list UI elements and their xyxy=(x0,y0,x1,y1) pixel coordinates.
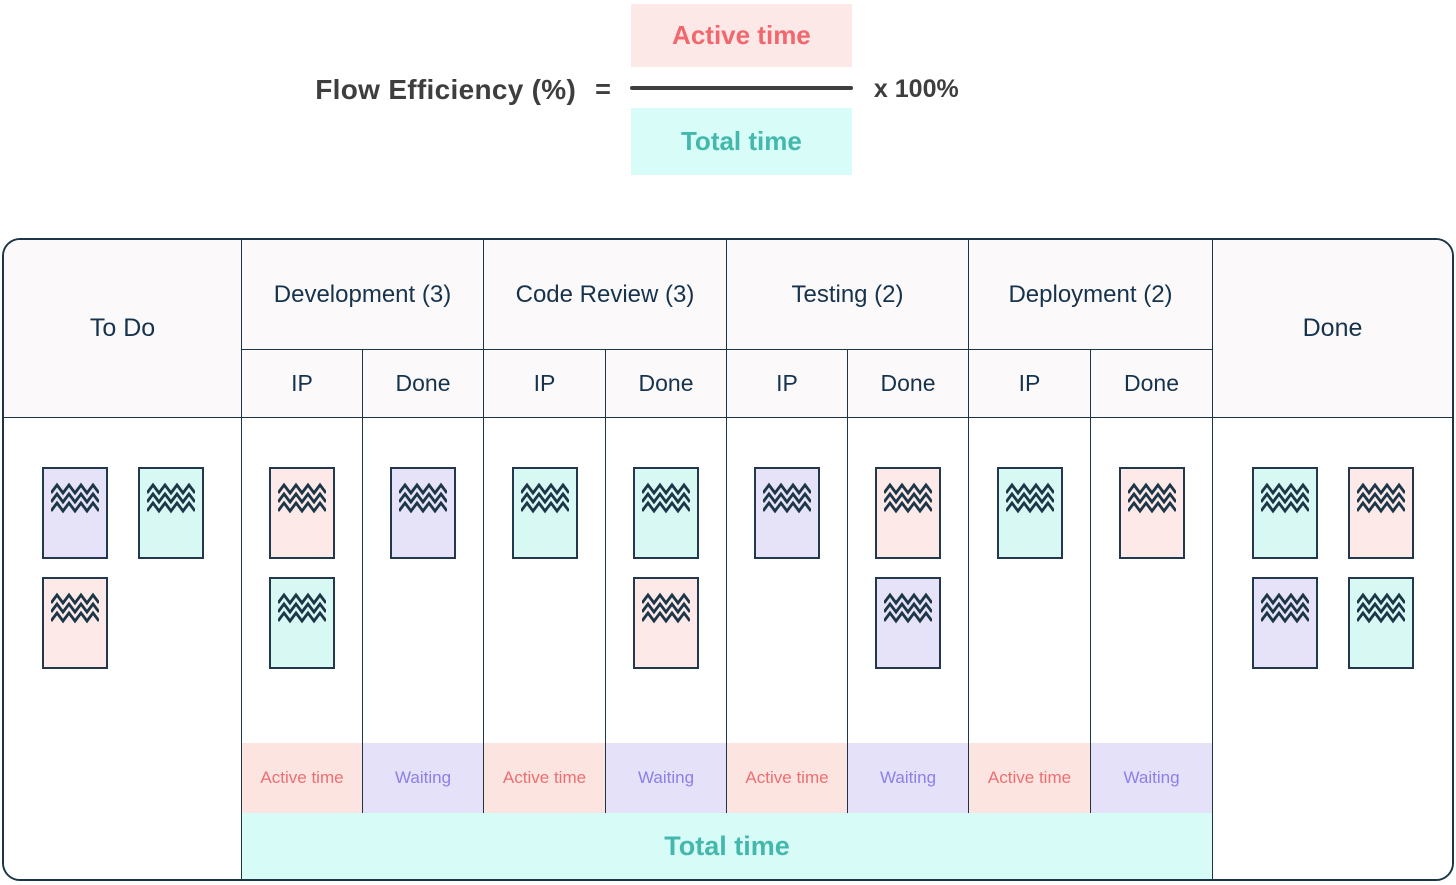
footer-spacer-done xyxy=(1213,743,1452,879)
task-card xyxy=(875,467,941,559)
card-squiggle-icon xyxy=(399,482,447,514)
card-cell-deployment-done xyxy=(1091,418,1213,743)
task-card xyxy=(41,577,108,669)
subheader-code-review-ip: IP xyxy=(484,350,606,418)
footer-label-active-time: Active time xyxy=(242,743,363,813)
card-squiggle-icon xyxy=(278,482,326,514)
task-card xyxy=(137,467,204,559)
task-card xyxy=(269,467,335,559)
card-squiggle-icon xyxy=(763,482,811,514)
task-card xyxy=(269,577,335,669)
formula-title: Flow Efficiency (%) xyxy=(315,73,577,105)
task-card xyxy=(633,577,699,669)
task-card xyxy=(996,467,1063,559)
task-card xyxy=(754,467,820,559)
card-cell-development-done xyxy=(363,418,484,743)
card-squiggle-icon xyxy=(642,592,690,624)
footer-label-active-time: Active time xyxy=(484,743,606,813)
task-card xyxy=(511,467,578,559)
flow-efficiency-formula: Flow Efficiency (%) = Active time Total … xyxy=(0,4,1456,175)
column-header-todo: To Do xyxy=(4,240,242,418)
card-squiggle-icon xyxy=(520,482,569,514)
card-squiggle-icon xyxy=(1005,482,1054,514)
subheader-testing-done: Done xyxy=(848,350,969,418)
footer-label-active-time: Active time xyxy=(727,743,848,813)
subheader-development-done: Done xyxy=(363,350,484,418)
subheader-code-review-done: Done xyxy=(606,350,727,418)
task-card xyxy=(1347,577,1414,669)
footer-spacer-todo xyxy=(4,743,242,879)
card-cell-development-ip xyxy=(242,418,363,743)
card-squiggle-icon xyxy=(884,482,932,514)
task-card xyxy=(1347,467,1414,559)
task-card xyxy=(1251,577,1318,669)
task-card xyxy=(875,577,941,669)
card-squiggle-icon xyxy=(50,482,99,514)
card-cell-todo xyxy=(4,418,242,743)
multiplier-label: x 100% xyxy=(873,75,959,103)
task-card xyxy=(1118,467,1185,559)
card-squiggle-icon xyxy=(884,592,932,624)
card-cell-deployment-ip xyxy=(969,418,1091,743)
subheader-deployment-ip: IP xyxy=(969,350,1091,418)
footer-label-waiting: Waiting xyxy=(848,743,969,813)
footer-label-waiting: Waiting xyxy=(363,743,484,813)
denominator-total-time: Total time xyxy=(630,108,852,175)
card-squiggle-icon xyxy=(1127,482,1176,514)
fraction: Active time Total time xyxy=(629,4,853,175)
kanban-board: To Do Development (3) Code Review (3) Te… xyxy=(2,238,1454,881)
stage-header-deployment: Deployment (2) xyxy=(969,240,1213,350)
card-cell-done xyxy=(1213,418,1452,743)
card-squiggle-icon xyxy=(1260,482,1309,514)
total-time-bar: Total time xyxy=(242,813,1213,879)
subheader-deployment-done: Done xyxy=(1091,350,1213,418)
subheader-testing-ip: IP xyxy=(727,350,848,418)
footer-label-waiting: Waiting xyxy=(606,743,727,813)
stage-header-testing: Testing (2) xyxy=(727,240,969,350)
numerator-active-time: Active time xyxy=(630,4,852,67)
task-card xyxy=(41,467,108,559)
card-squiggle-icon xyxy=(278,592,326,624)
stage-header-code-review: Code Review (3) xyxy=(484,240,727,350)
task-card xyxy=(633,467,699,559)
footer-label-active-time: Active time xyxy=(969,743,1091,813)
card-squiggle-icon xyxy=(146,482,195,514)
equals-sign: = xyxy=(595,74,611,104)
card-cell-code-review-ip xyxy=(484,418,606,743)
footer-label-waiting: Waiting xyxy=(1091,743,1213,813)
fraction-bar xyxy=(629,86,853,90)
subheader-development-ip: IP xyxy=(242,350,363,418)
card-squiggle-icon xyxy=(50,592,99,624)
card-squiggle-icon xyxy=(1260,592,1309,624)
card-cell-testing-done xyxy=(848,418,969,743)
stage-header-development: Development (3) xyxy=(242,240,484,350)
task-card xyxy=(390,467,456,559)
task-card xyxy=(1251,467,1318,559)
column-header-done: Done xyxy=(1213,240,1452,418)
card-squiggle-icon xyxy=(1356,482,1405,514)
card-cell-testing-ip xyxy=(727,418,848,743)
card-cell-code-review-done xyxy=(606,418,727,743)
card-squiggle-icon xyxy=(1356,592,1405,624)
card-squiggle-icon xyxy=(642,482,690,514)
